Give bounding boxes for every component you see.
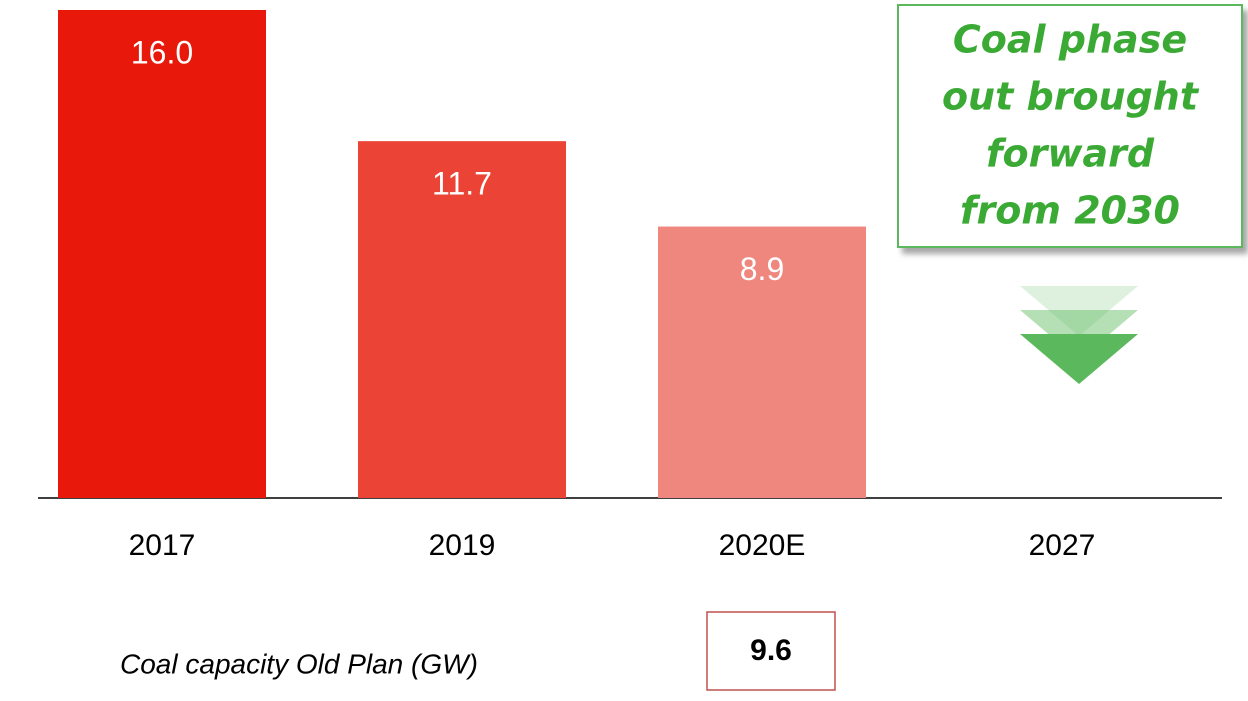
footnote-box	[706, 611, 836, 691]
arrow	[1020, 286, 1138, 336]
annotation-line: from 2030	[960, 189, 1180, 233]
x-tick-label: 2019	[429, 529, 496, 562]
value-label: 16.0	[131, 34, 193, 70]
value-label: 8.9	[740, 251, 784, 287]
annotation-line: forward	[986, 132, 1155, 176]
arrow	[1020, 334, 1138, 384]
value-label: 11.7	[432, 166, 492, 202]
annotation-line: Coal phase	[953, 18, 1187, 62]
annotation-box	[897, 4, 1243, 248]
footnote-value: 9.6	[750, 634, 792, 667]
footnote-label: Coal capacity Old Plan (GW)	[120, 648, 478, 679]
annotation: Coal phase out brought forward from 2030	[942, 18, 1200, 233]
down-arrows	[1020, 286, 1138, 384]
x-tick-label: 2020E	[719, 529, 806, 562]
bar	[358, 141, 566, 498]
x-tick-label: 2027	[1029, 529, 1096, 562]
bar	[658, 226, 866, 499]
annotation-line: out brought	[942, 75, 1200, 119]
x-tick-label: 2017	[129, 529, 196, 562]
bar	[58, 10, 266, 498]
